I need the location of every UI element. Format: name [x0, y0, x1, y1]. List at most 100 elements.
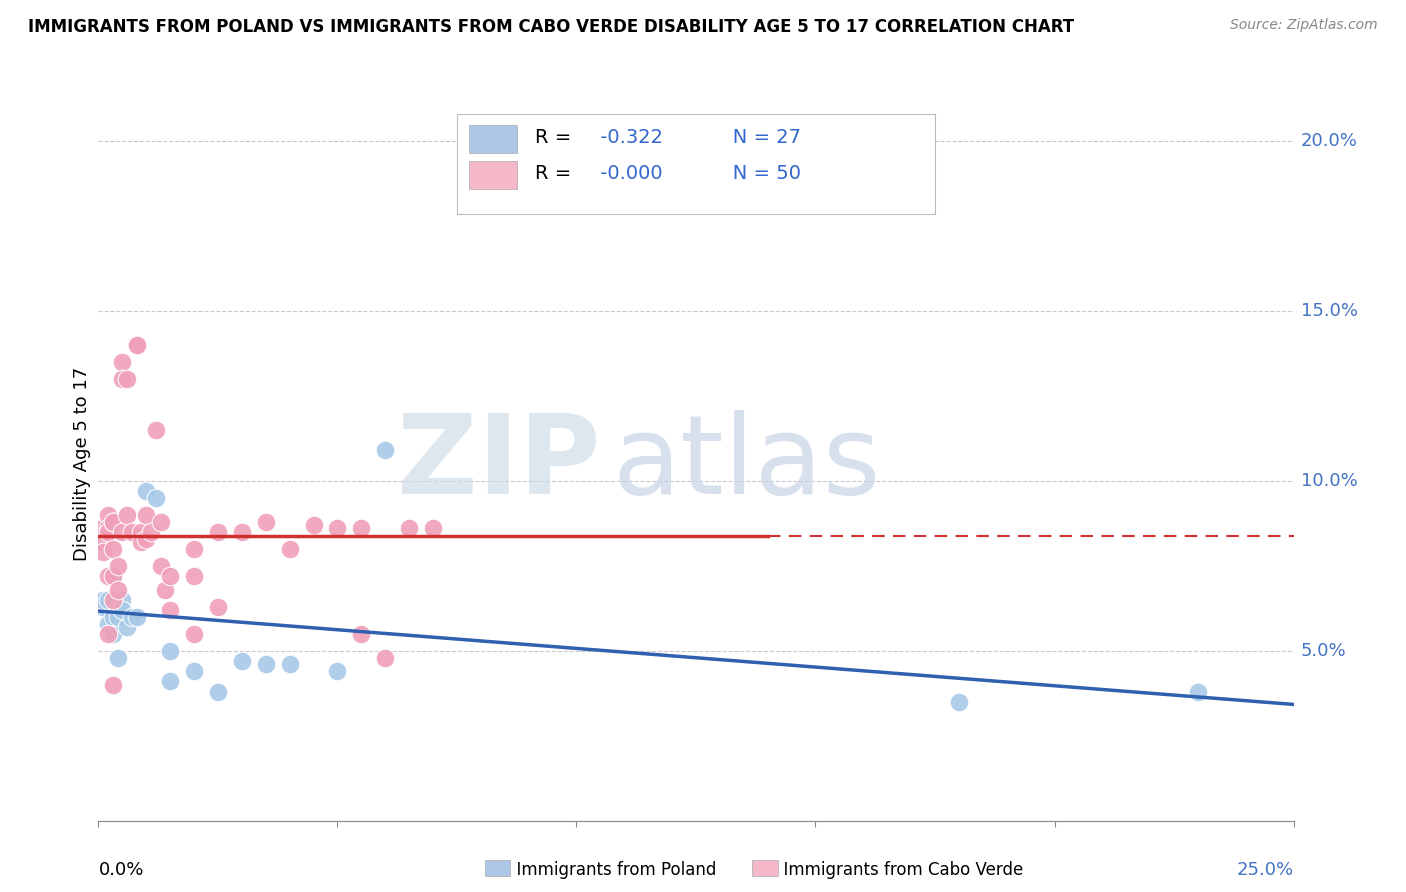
Text: -0.000: -0.000 — [595, 164, 664, 183]
Point — [278, 657, 301, 672]
Point — [302, 518, 325, 533]
Point — [97, 524, 120, 539]
Text: Source: ZipAtlas.com: Source: ZipAtlas.com — [1230, 18, 1378, 32]
Text: R =: R = — [534, 164, 576, 183]
Point — [97, 616, 120, 631]
Text: 0.0%: 0.0% — [98, 861, 143, 879]
Point — [149, 515, 172, 529]
FancyBboxPatch shape — [457, 114, 935, 214]
Text: 15.0%: 15.0% — [1301, 301, 1358, 320]
Point — [231, 654, 253, 668]
Text: 25.0%: 25.0% — [1236, 861, 1294, 879]
Point — [135, 483, 157, 498]
Point — [101, 592, 124, 607]
Point — [97, 521, 120, 535]
Point — [111, 603, 134, 617]
Point — [125, 609, 148, 624]
Point — [115, 620, 138, 634]
Text: Immigrants from Cabo Verde: Immigrants from Cabo Verde — [773, 861, 1024, 879]
Point — [159, 644, 181, 658]
Point — [101, 515, 124, 529]
Text: -0.322: -0.322 — [595, 128, 664, 147]
Point — [145, 491, 167, 505]
Point — [101, 541, 124, 556]
Point — [97, 508, 120, 522]
Point — [183, 541, 205, 556]
Point — [107, 558, 129, 573]
Point — [350, 521, 373, 535]
Point — [183, 626, 205, 640]
FancyBboxPatch shape — [470, 161, 517, 189]
Point — [91, 599, 114, 614]
Point — [107, 650, 129, 665]
Point — [207, 684, 229, 698]
Point — [326, 521, 349, 535]
Point — [91, 535, 114, 549]
Point — [107, 582, 129, 597]
Point — [121, 609, 143, 624]
Text: N = 50: N = 50 — [714, 164, 801, 183]
FancyBboxPatch shape — [485, 860, 510, 876]
Point — [159, 674, 181, 689]
Point — [115, 372, 138, 386]
FancyBboxPatch shape — [470, 125, 517, 153]
Point — [139, 524, 162, 539]
Point — [374, 650, 396, 665]
Text: R =: R = — [534, 128, 576, 147]
Point — [111, 372, 134, 386]
Point — [155, 582, 177, 597]
Point — [101, 678, 124, 692]
Text: 10.0%: 10.0% — [1301, 472, 1357, 490]
Point — [183, 569, 205, 583]
Point — [135, 508, 157, 522]
Point — [97, 592, 120, 607]
Point — [101, 626, 124, 640]
Point — [131, 535, 153, 549]
Text: N = 27: N = 27 — [714, 128, 801, 147]
Point — [159, 603, 181, 617]
Text: 5.0%: 5.0% — [1301, 641, 1346, 660]
Point — [207, 599, 229, 614]
Point — [254, 657, 277, 672]
Point — [101, 609, 124, 624]
Point — [111, 592, 134, 607]
Point — [422, 521, 444, 535]
Text: Immigrants from Poland: Immigrants from Poland — [506, 861, 717, 879]
Point — [125, 338, 148, 352]
Point — [111, 524, 134, 539]
Point — [350, 626, 373, 640]
Point — [231, 524, 253, 539]
Point — [101, 569, 124, 583]
Point — [1187, 684, 1209, 698]
Point — [948, 695, 970, 709]
Point — [107, 609, 129, 624]
Text: 20.0%: 20.0% — [1301, 132, 1357, 150]
Text: IMMIGRANTS FROM POLAND VS IMMIGRANTS FROM CABO VERDE DISABILITY AGE 5 TO 17 CORR: IMMIGRANTS FROM POLAND VS IMMIGRANTS FRO… — [28, 18, 1074, 36]
Point — [183, 664, 205, 678]
Point — [91, 545, 114, 559]
Point — [125, 338, 148, 352]
Point — [101, 515, 124, 529]
FancyBboxPatch shape — [752, 860, 778, 876]
Point — [374, 443, 396, 458]
Point — [131, 524, 153, 539]
Point — [135, 532, 157, 546]
Point — [159, 569, 181, 583]
Point — [111, 355, 134, 369]
Point — [145, 423, 167, 437]
Y-axis label: Disability Age 5 to 17: Disability Age 5 to 17 — [73, 367, 91, 561]
Point — [97, 626, 120, 640]
Text: atlas: atlas — [612, 410, 880, 517]
Point — [398, 521, 420, 535]
Text: ZIP: ZIP — [396, 410, 600, 517]
Point — [278, 541, 301, 556]
Point — [91, 521, 114, 535]
Point — [254, 515, 277, 529]
Point — [149, 558, 172, 573]
Point — [121, 524, 143, 539]
Point — [115, 508, 138, 522]
Point — [97, 569, 120, 583]
Point — [207, 524, 229, 539]
Point — [101, 569, 124, 583]
Point — [326, 664, 349, 678]
